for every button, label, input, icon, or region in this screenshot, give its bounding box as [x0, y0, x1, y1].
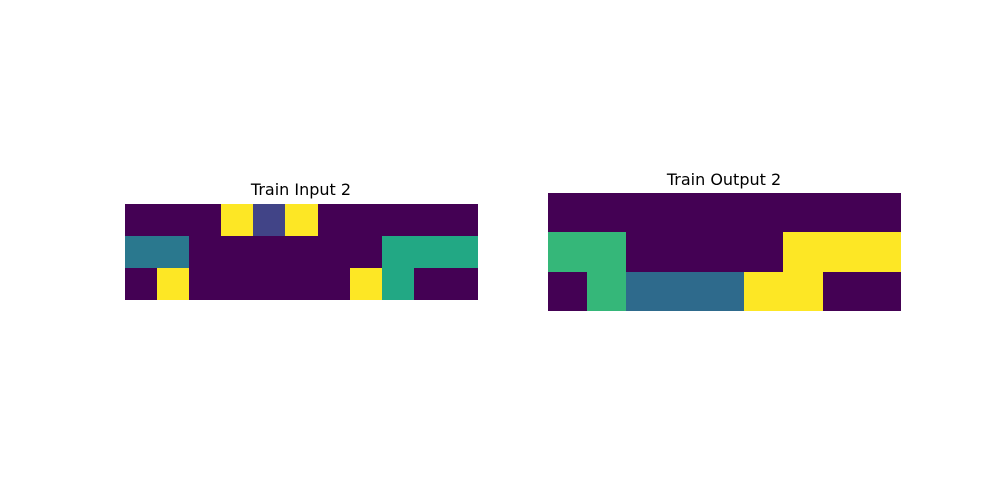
input-cell	[253, 236, 286, 268]
input-cell	[221, 236, 254, 268]
input-cell	[381, 268, 414, 300]
input-cell	[285, 268, 318, 300]
output-cell	[587, 193, 627, 233]
input-cell	[125, 204, 158, 236]
output-cell	[548, 232, 588, 272]
input-cell	[285, 236, 318, 268]
output-cell	[704, 193, 745, 233]
input-cell	[189, 268, 222, 300]
output-cell	[744, 271, 784, 311]
input-cell	[157, 268, 190, 300]
input-cell	[349, 268, 382, 300]
input-cell	[253, 204, 286, 236]
train-output-title: Train Output 2	[666, 170, 782, 189]
input-cell	[317, 268, 350, 300]
output-cell	[626, 193, 666, 233]
output-cell	[783, 193, 823, 233]
output-cell	[665, 232, 705, 272]
input-cell	[413, 268, 446, 300]
output-cell	[783, 232, 823, 272]
input-cell	[317, 204, 350, 236]
output-cell	[665, 193, 705, 233]
output-cell	[744, 232, 784, 272]
input-cell	[221, 204, 254, 236]
train-input-title: Train Input 2	[250, 180, 352, 199]
output-cell	[822, 193, 862, 233]
input-cell	[445, 268, 478, 300]
input-cell	[253, 268, 286, 300]
train-input-grid	[125, 204, 478, 300]
output-cell	[587, 271, 627, 311]
output-cell	[548, 193, 588, 233]
output-cell	[861, 193, 901, 233]
input-cell	[221, 268, 254, 300]
output-cell	[548, 271, 588, 311]
input-cell	[413, 236, 446, 268]
output-cell	[626, 271, 666, 311]
output-cell	[822, 271, 862, 311]
output-cell	[704, 232, 745, 272]
output-cell	[704, 271, 745, 311]
input-cell	[445, 236, 478, 268]
output-cell	[861, 271, 901, 311]
input-cell	[413, 204, 446, 236]
input-cell	[285, 204, 318, 236]
input-cell	[189, 204, 222, 236]
output-cell	[861, 232, 901, 272]
input-cell	[125, 268, 158, 300]
input-cell	[445, 204, 478, 236]
input-cell	[189, 236, 222, 268]
input-cell	[381, 204, 414, 236]
output-cell	[587, 232, 627, 272]
output-cell	[626, 232, 666, 272]
output-cell	[665, 271, 705, 311]
input-cell	[381, 236, 414, 268]
input-cell	[349, 204, 382, 236]
input-cell	[125, 236, 158, 268]
input-cell	[157, 236, 190, 268]
output-cell	[744, 193, 784, 233]
input-cell	[349, 236, 382, 268]
output-cell	[822, 232, 862, 272]
output-cell	[783, 271, 823, 311]
train-output-grid	[548, 193, 901, 311]
input-cell	[317, 236, 350, 268]
input-cell	[157, 204, 190, 236]
